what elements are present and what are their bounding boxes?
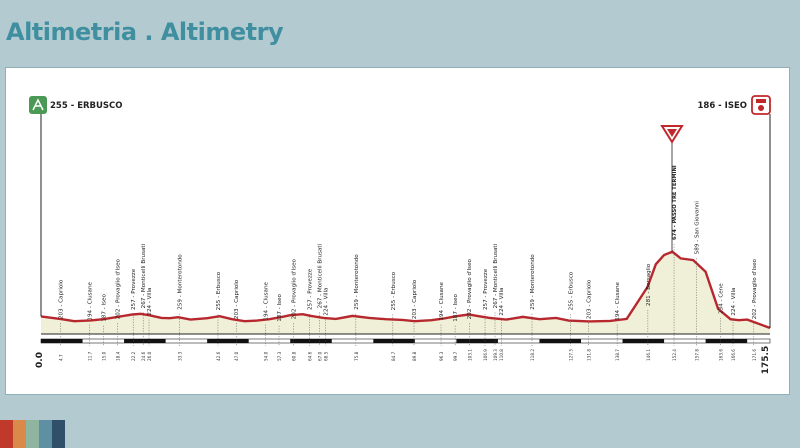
distance-bar-segment bbox=[705, 339, 748, 343]
waypoint-label: 224 - Villa bbox=[499, 288, 505, 316]
waypoint-label: 234 - Cene bbox=[719, 283, 725, 314]
waypoint-label: 589 - San Giovanni bbox=[694, 201, 700, 255]
km-tick-label: 106.9 bbox=[483, 349, 488, 361]
waypoint-label: 267 - Monticelli Brusati bbox=[317, 243, 323, 308]
waypoint-label: 267 - Monticelli Brusati bbox=[141, 243, 147, 308]
distance-bar-segment bbox=[622, 339, 665, 343]
km-tick-label: 4.7 bbox=[59, 354, 64, 361]
distance-bar-segment bbox=[539, 339, 581, 343]
distance-bar-segment bbox=[41, 339, 83, 343]
km-tick-label: 68.5 bbox=[324, 351, 329, 361]
distance-bar-segment bbox=[290, 339, 332, 343]
distance-bar-segment bbox=[373, 339, 415, 343]
page-title: Altimetria . Altimetry bbox=[6, 18, 284, 46]
waypoint-label: 202 - Provaglio d'Iseo bbox=[467, 258, 473, 319]
km-tick-label: 22.2 bbox=[131, 351, 136, 361]
km-tick-label: 47.0 bbox=[234, 351, 239, 361]
km-tick-label: 26.0 bbox=[147, 351, 152, 361]
km-tick-label: 84.7 bbox=[391, 351, 396, 361]
waypoint-label: 257 - Provezze bbox=[483, 268, 489, 310]
km-tick-label: 163.6 bbox=[719, 349, 724, 361]
waypoint-label: 257 - Provezze bbox=[131, 268, 137, 310]
waypoint-label: 257 - Provezze bbox=[307, 268, 313, 310]
waypoint-label: 187 - Iseo bbox=[453, 294, 459, 322]
altimetry-chart: 203 - Capriolo 4.7 194 - Clusane 11.7 187 - … bbox=[29, 95, 771, 374]
waypoint-label: 203 - Capriolo bbox=[59, 279, 65, 319]
waypoint-label: 194 - Clusane bbox=[439, 281, 445, 320]
km-tick-label: 18.4 bbox=[115, 351, 120, 361]
altimetry-chart-panel: 203 - Capriolo 4.7 194 - Clusane 11.7 187 - … bbox=[5, 67, 790, 395]
waypoint-label: 255 - Erbusco bbox=[569, 271, 575, 310]
km-tick-label: 42.6 bbox=[216, 351, 221, 361]
finish-flag-icon bbox=[751, 95, 771, 115]
waypoint-label: 202 - Provaglio d'Iseo bbox=[752, 258, 758, 319]
distance-bar-segment bbox=[124, 339, 166, 343]
km-tick-label: 110.8 bbox=[499, 349, 504, 361]
km-tick-label: 11.7 bbox=[88, 351, 93, 361]
waypoint-label: 203 - Capriolo bbox=[412, 279, 418, 319]
stripe-2 bbox=[13, 420, 26, 448]
start-km-label: 0.0 bbox=[35, 352, 45, 368]
km-tick-label: 127.5 bbox=[569, 349, 574, 361]
waypoint-label: 202 - Provaglio d'Iseo bbox=[292, 258, 298, 319]
km-tick-label: 171.6 bbox=[752, 349, 757, 361]
km-tick-label: 24.6 bbox=[141, 351, 146, 361]
waypoint-label: 224 - Villa bbox=[731, 288, 737, 316]
waypoint-label: 194 - Clusane bbox=[615, 281, 621, 320]
waypoint-label: 267 - Monticelli Brusati bbox=[493, 243, 499, 308]
stripe-3 bbox=[26, 420, 39, 448]
waypoint-label: 259 - Monterotondo bbox=[530, 254, 536, 310]
waypoint-label: 259 - Monterotondo bbox=[354, 254, 360, 310]
waypoint-label: 674 - PASSO TRE TERMINI bbox=[672, 165, 678, 240]
km-tick-label: 54.0 bbox=[263, 351, 268, 361]
km-tick-label: 138.7 bbox=[615, 349, 620, 361]
km-tick-label: 99.7 bbox=[453, 351, 458, 361]
color-stripes bbox=[0, 420, 65, 448]
km-tick-label: 157.8 bbox=[694, 349, 699, 361]
km-tick-label: 166.6 bbox=[731, 349, 736, 361]
waypoint-label: 202 - Provaglio d'Iseo bbox=[115, 258, 121, 319]
waypoint-label: 203 - Capriolo bbox=[234, 279, 240, 319]
km-tick-label: 15.0 bbox=[101, 351, 106, 361]
waypoint-label: 187 - Iseo bbox=[277, 294, 283, 322]
stripe-1 bbox=[0, 420, 13, 448]
waypoint-label: 281 - Bersaglio bbox=[646, 263, 652, 306]
km-tick-label: 131.8 bbox=[586, 349, 591, 361]
finish-km-label: 175.5 bbox=[761, 346, 771, 374]
km-tick-label: 57.3 bbox=[277, 351, 282, 361]
km-tick-label: 103.1 bbox=[467, 349, 472, 361]
start-label: 255 - ERBUSCO bbox=[50, 101, 123, 111]
km-tick-label: 75.8 bbox=[354, 351, 359, 361]
start-flag-icon bbox=[29, 96, 47, 114]
km-tick-label: 67.0 bbox=[317, 351, 322, 361]
km-tick-label: 89.8 bbox=[412, 351, 417, 361]
waypoint-label: 224 - Villa bbox=[147, 288, 153, 316]
km-tick-label: 146.1 bbox=[646, 349, 651, 361]
stripe-4 bbox=[39, 420, 52, 448]
km-tick-label: 64.6 bbox=[307, 351, 312, 361]
finish-label: 186 - ISEO bbox=[697, 101, 747, 111]
waypoint-label: 259 - Monterotondo bbox=[177, 254, 183, 310]
waypoint-label: 224 - Villa bbox=[324, 288, 330, 316]
profile-area bbox=[41, 251, 770, 334]
km-tick-label: 152.4 bbox=[672, 349, 677, 361]
waypoint-label: 255 - Erbusco bbox=[391, 271, 397, 310]
km-tick-label: 118.2 bbox=[530, 349, 535, 361]
waypoint-label: 194 - Clusane bbox=[88, 281, 94, 320]
gpm-triangle-icon bbox=[660, 125, 684, 144]
waypoint-label: 255 - Erbusco bbox=[216, 271, 222, 310]
km-tick-label: 33.3 bbox=[177, 351, 182, 361]
waypoint-label: 203 - Capriolo bbox=[586, 279, 592, 319]
km-tick-label: 60.8 bbox=[292, 351, 297, 361]
distance-bar-segment bbox=[456, 339, 498, 343]
km-tick-label: 109.3 bbox=[493, 349, 498, 361]
waypoint-label: 194 - Clusane bbox=[263, 281, 269, 320]
km-tick-label: 96.3 bbox=[439, 351, 444, 361]
stripe-5 bbox=[52, 420, 65, 448]
profile-line bbox=[40, 250, 771, 330]
distance-bar-segment bbox=[207, 339, 249, 343]
waypoint-label: 187 - Iseo bbox=[101, 294, 107, 322]
